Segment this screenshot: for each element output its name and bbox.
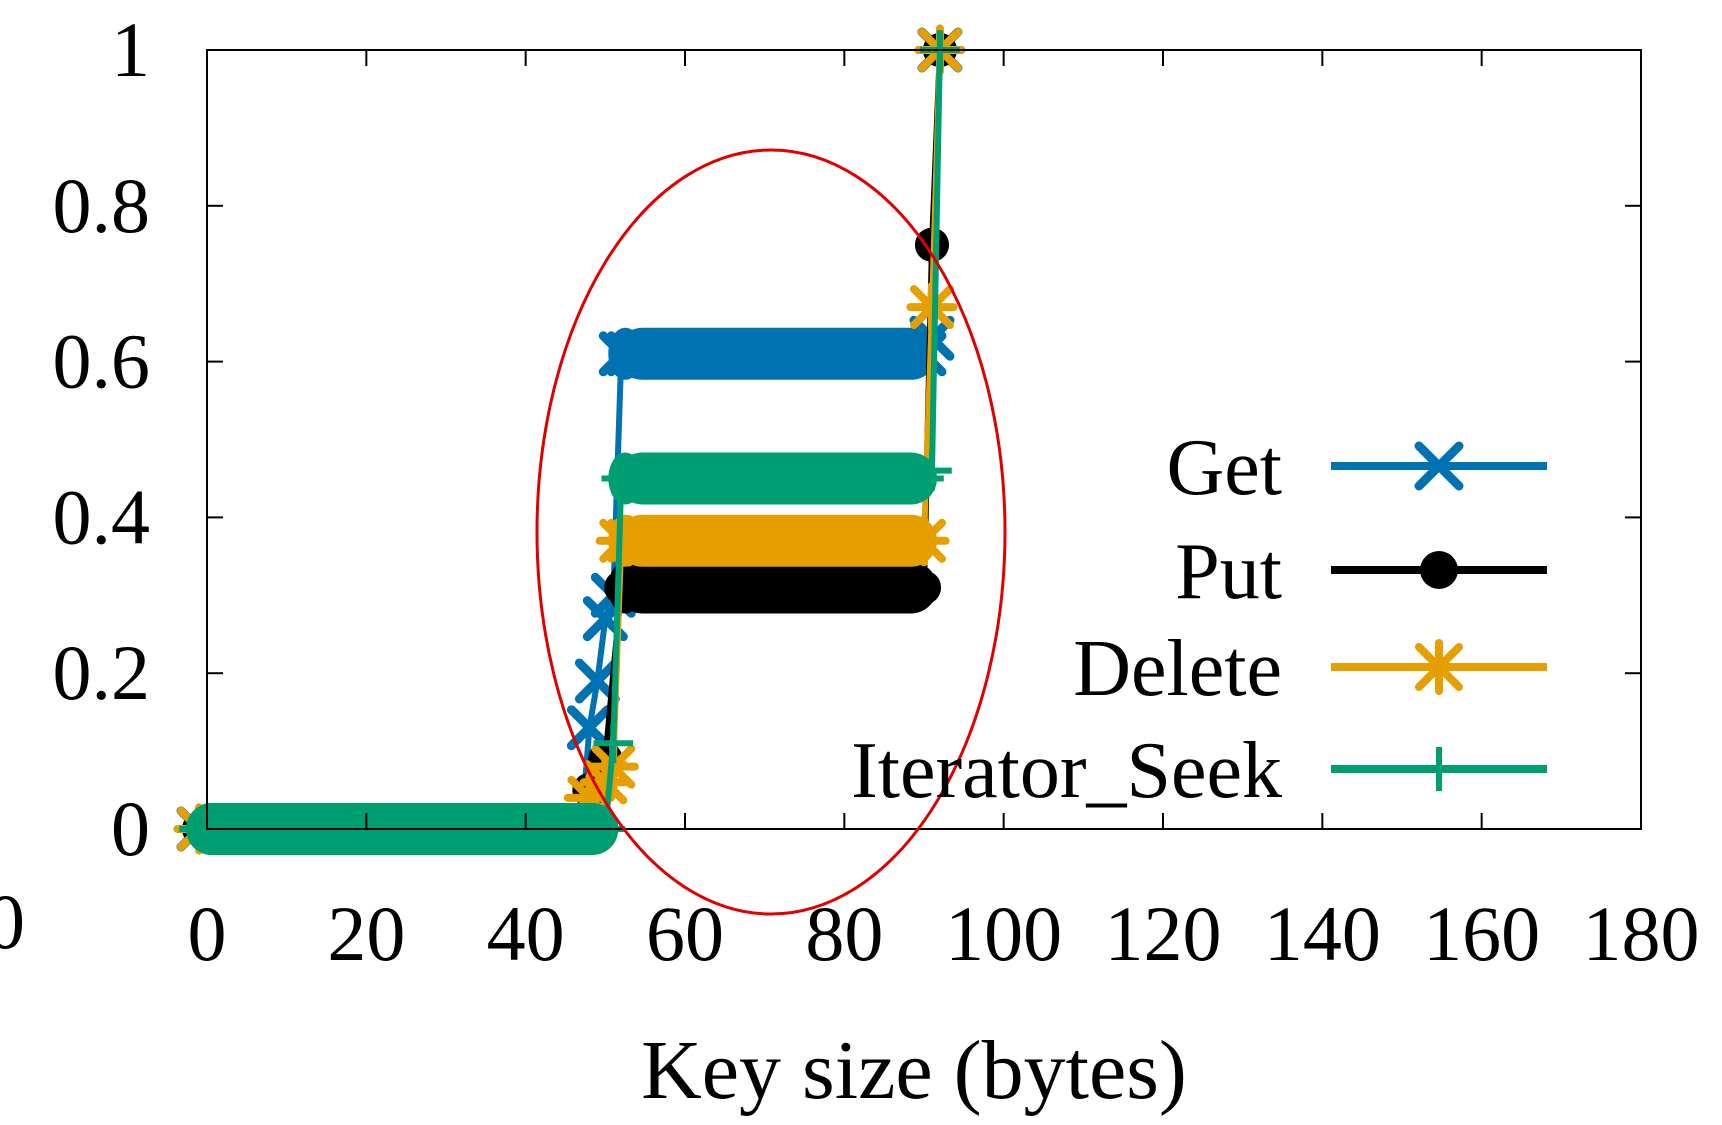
data-point-3-5 bbox=[904, 458, 944, 499]
legend-label-1: Put bbox=[1175, 528, 1282, 616]
legend-marker-0 bbox=[1414, 441, 1464, 491]
data-point-2-6 bbox=[603, 515, 655, 567]
series-marker-band-0-7 bbox=[616, 327, 937, 380]
data-point-2-8 bbox=[906, 281, 958, 333]
legend-label-3: Iterator_Seek bbox=[851, 727, 1282, 815]
data-point-0-6 bbox=[598, 331, 644, 377]
x-tick-label-0: 0 bbox=[188, 890, 227, 977]
y-tick-label-2: 0.4 bbox=[53, 473, 151, 560]
series-marker-band-1-5 bbox=[616, 561, 937, 614]
series-put bbox=[181, 32, 958, 855]
x-axis-label: Key size (bytes) bbox=[641, 1024, 1187, 1117]
data-point-0-7 bbox=[606, 331, 652, 377]
x-tick-label-2: 40 bbox=[487, 890, 565, 977]
stray-tick-label: 0 bbox=[0, 878, 25, 965]
plot-frame bbox=[206, 49, 1642, 830]
series-iterator_seek bbox=[179, 30, 960, 855]
data-point-0-2 bbox=[566, 705, 612, 751]
y-tick-label-1: 0.2 bbox=[53, 629, 151, 716]
legend-marker-2 bbox=[1411, 639, 1467, 695]
x-tick-labels: 0 20 40 60 80 100 120 140 160 180 bbox=[188, 890, 1700, 977]
series-marker-band-2-6 bbox=[616, 514, 937, 567]
series-marker-band-3-4 bbox=[616, 452, 937, 505]
y-tick-labels: 0 0.2 0.4 0.6 0.8 1 bbox=[53, 6, 151, 872]
legend: Get Put Delete Iterator_Seek bbox=[851, 424, 1547, 815]
x-tick-label-5: 100 bbox=[945, 890, 1062, 977]
data-point-2-7 bbox=[898, 515, 950, 567]
data-point-3-4 bbox=[609, 458, 650, 499]
series-delete bbox=[173, 24, 966, 855]
legend-marker-1 bbox=[1420, 551, 1458, 589]
data-point-3-6 bbox=[912, 450, 952, 491]
data-point-3-2 bbox=[593, 723, 634, 764]
y-tick-label-4: 0.8 bbox=[53, 162, 151, 249]
legend-label-2: Delete bbox=[1073, 625, 1282, 713]
y-tick-label-5: 1 bbox=[111, 6, 150, 93]
series-get bbox=[176, 27, 963, 855]
x-tick-label-1: 20 bbox=[327, 890, 405, 977]
x-tick-label-9: 180 bbox=[1583, 890, 1700, 977]
series-layer bbox=[173, 24, 966, 855]
y-tick-label-0: 0 bbox=[111, 785, 150, 872]
legend-marker-3 bbox=[1417, 747, 1461, 791]
ticks-layer bbox=[206, 49, 1642, 830]
data-point-1-6 bbox=[906, 570, 942, 605]
x-tick-label-3: 60 bbox=[646, 890, 724, 977]
x-tick-label-4: 80 bbox=[805, 890, 883, 977]
highlight-ellipse bbox=[535, 148, 1007, 916]
legend-label-0: Get bbox=[1166, 424, 1282, 512]
x-tick-label-6: 120 bbox=[1105, 890, 1222, 977]
data-point-2-3 bbox=[579, 756, 631, 808]
x-tick-label-8: 160 bbox=[1423, 890, 1540, 977]
y-tick-label-3: 0.6 bbox=[53, 318, 151, 405]
x-tick-label-7: 140 bbox=[1264, 890, 1381, 977]
